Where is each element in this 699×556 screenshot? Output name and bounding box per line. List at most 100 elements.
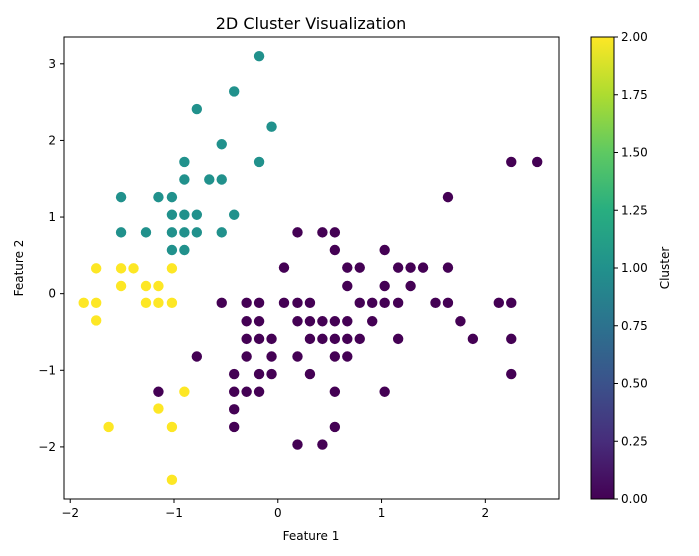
scatter-point <box>317 227 328 238</box>
scatter-point <box>140 227 152 238</box>
colorbar-tick-label: 1.50 <box>621 146 648 160</box>
scatter-point <box>166 421 178 433</box>
scatter-point <box>90 315 102 326</box>
scatter-point <box>153 386 164 397</box>
scatter-point <box>342 351 353 362</box>
scatter-point <box>442 262 454 273</box>
scatter-point <box>179 156 190 168</box>
scatter-point <box>342 333 353 345</box>
plot-area: −2 −1 0 1 2 −2 −1 0 1 2 3 <box>38 36 560 520</box>
scatter-point <box>430 297 441 309</box>
scatter-point <box>354 262 365 273</box>
scatter-point <box>506 333 517 345</box>
scatter-point <box>367 297 378 309</box>
colorbar-tick-label: 0.25 <box>621 434 648 448</box>
scatter-point <box>191 227 203 238</box>
scatter-point <box>253 50 265 62</box>
scatter-point <box>379 244 390 256</box>
scatter-point <box>329 244 341 256</box>
scatter-point <box>241 351 252 362</box>
scatter-point <box>342 262 353 273</box>
scatter-point <box>166 263 178 274</box>
y-tick-label: −1 <box>38 363 56 377</box>
scatter-point <box>166 297 178 309</box>
scatter-point <box>179 386 190 397</box>
scatter-point <box>179 227 190 238</box>
scatter-point <box>329 227 341 238</box>
scatter-point <box>392 297 404 309</box>
scatter-point <box>392 262 404 273</box>
scatter-point <box>241 386 252 397</box>
scatter-point <box>292 351 303 362</box>
scatter-point <box>405 262 416 273</box>
scatter-point <box>329 421 341 433</box>
scatter-point <box>103 421 114 433</box>
y-tick-label: 2 <box>48 133 56 147</box>
x-axis-label: Feature 1 <box>283 529 340 543</box>
scatter-point <box>166 474 178 486</box>
x-tick-label: −2 <box>61 506 79 520</box>
scatter-point <box>179 209 190 220</box>
scatter-point <box>304 333 316 345</box>
scatter-point <box>90 263 102 274</box>
scatter-point <box>342 316 353 327</box>
scatter-point <box>442 191 454 203</box>
scatter-point <box>153 403 164 414</box>
scatter-point <box>228 368 240 380</box>
x-tick-label: 0 <box>274 506 282 520</box>
scatter-point <box>304 297 316 309</box>
scatter-point <box>140 280 152 292</box>
y-tick-label: 1 <box>48 210 56 224</box>
scatter-point <box>253 333 265 345</box>
scatter-point <box>228 421 240 433</box>
scatter-point <box>379 386 390 397</box>
scatter-point <box>228 209 240 220</box>
scatter-point <box>467 333 479 345</box>
scatter-point <box>115 263 127 274</box>
scatter-point <box>506 368 517 380</box>
scatter-point <box>228 386 240 397</box>
y-tick-label: 0 <box>48 287 56 301</box>
scatter-point <box>166 244 178 256</box>
colorbar-ticks: 0.00 0.25 0.50 0.75 1.00 1.25 1.50 1.75 2.00 <box>614 30 648 506</box>
colorbar-tick-label: 0.75 <box>621 319 648 333</box>
colorbar-tick-label: 1.25 <box>621 203 648 217</box>
scatter-point <box>455 316 466 327</box>
scatter-point <box>191 103 203 115</box>
scatter-point <box>166 191 178 203</box>
scatter-point <box>216 297 227 309</box>
scatter-point <box>153 280 164 292</box>
scatter-point <box>304 368 316 380</box>
scatter-point <box>442 297 454 309</box>
x-tick-label: 2 <box>482 506 490 520</box>
scatter-point <box>115 280 127 292</box>
scatter-point <box>367 316 378 327</box>
scatter-point <box>90 297 102 309</box>
scatter-point <box>329 351 341 362</box>
scatter-point <box>216 227 227 238</box>
scatter-point <box>392 333 404 345</box>
colorbar: 0.00 0.25 0.50 0.75 1.00 1.25 1.50 1.75 2.00 Clu… <box>590 30 672 506</box>
scatter-point <box>253 386 265 397</box>
x-axis-ticks: −2 −1 0 1 2 <box>61 499 489 520</box>
scatter-point <box>532 156 543 168</box>
scatter-point <box>379 280 390 292</box>
y-axis-label: Feature 2 <box>12 240 26 297</box>
scatter-point <box>405 280 416 292</box>
colorbar-tick-label: 1.00 <box>621 261 648 275</box>
chart-title: 2D Cluster Visualization <box>216 14 407 33</box>
scatter-point <box>253 156 265 168</box>
scatter-point <box>317 333 328 345</box>
scatter-point <box>329 386 341 397</box>
y-axis-ticks: −2 −1 0 1 2 3 <box>38 57 64 454</box>
scatter-point <box>266 368 277 380</box>
scatter-point <box>317 439 328 450</box>
scatter-point <box>354 297 365 309</box>
x-tick-label: −1 <box>165 506 183 520</box>
scatter-point <box>292 227 303 238</box>
plot-frame <box>63 36 560 500</box>
scatter-point <box>493 297 505 309</box>
scatter-point <box>216 174 227 185</box>
scatter-point <box>228 404 240 415</box>
scatter-point <box>317 316 328 327</box>
